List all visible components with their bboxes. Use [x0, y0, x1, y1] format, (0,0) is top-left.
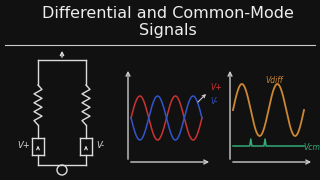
- Text: Differential and Common-Mode: Differential and Common-Mode: [42, 6, 294, 21]
- Text: Vcm: Vcm: [303, 143, 320, 152]
- Text: V+: V+: [18, 141, 30, 150]
- Text: Signals: Signals: [139, 22, 197, 37]
- Text: V-: V-: [210, 98, 217, 107]
- Text: Vdiff: Vdiff: [265, 76, 283, 85]
- Text: V+: V+: [210, 84, 222, 93]
- Text: V-: V-: [96, 141, 104, 150]
